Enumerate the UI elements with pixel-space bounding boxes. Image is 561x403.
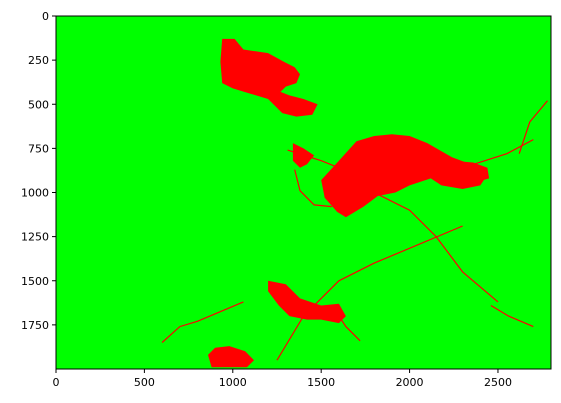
x-axis: 0 500 1000 1500 2000 2500 bbox=[53, 369, 512, 389]
heatmap-lines bbox=[161, 100, 548, 361]
x-tick-label: 500 bbox=[134, 376, 155, 389]
x-tick-label: 2000 bbox=[396, 376, 424, 389]
plot-area bbox=[55, 15, 552, 370]
y-tick-label: 0 bbox=[42, 10, 49, 23]
x-tick-label: 1000 bbox=[219, 376, 247, 389]
line-road-3 bbox=[276, 225, 463, 361]
y-axis: 0 250 500 750 1000 1250 1500 1750 bbox=[21, 10, 56, 332]
x-tick-label: 0 bbox=[53, 376, 60, 389]
line-road-4 bbox=[427, 139, 534, 176]
y-tick-label: 750 bbox=[28, 142, 49, 155]
line-road-6 bbox=[161, 301, 244, 343]
y-tick-label: 1500 bbox=[21, 275, 49, 288]
line-road-5 bbox=[518, 100, 548, 154]
line-road-9 bbox=[490, 304, 534, 328]
region-central-large-cluster bbox=[321, 134, 488, 218]
y-tick-label: 500 bbox=[28, 98, 49, 111]
line-road-7 bbox=[294, 169, 332, 208]
y-tick-label: 1000 bbox=[21, 187, 49, 200]
line-road-8 bbox=[331, 305, 361, 342]
region-upper-center-cluster bbox=[220, 38, 318, 117]
y-tick-label: 1750 bbox=[21, 319, 49, 332]
region-lower-center-cluster bbox=[268, 280, 346, 324]
y-tick-label: 250 bbox=[28, 54, 49, 67]
y-tick-label: 1250 bbox=[21, 231, 49, 244]
heatmap-regions bbox=[208, 38, 490, 368]
x-tick-label: 2500 bbox=[484, 376, 512, 389]
x-tick-label: 1500 bbox=[307, 376, 335, 389]
region-east-patch bbox=[452, 160, 490, 182]
region-bottom-patch bbox=[208, 346, 254, 368]
line-road-1 bbox=[287, 149, 357, 176]
